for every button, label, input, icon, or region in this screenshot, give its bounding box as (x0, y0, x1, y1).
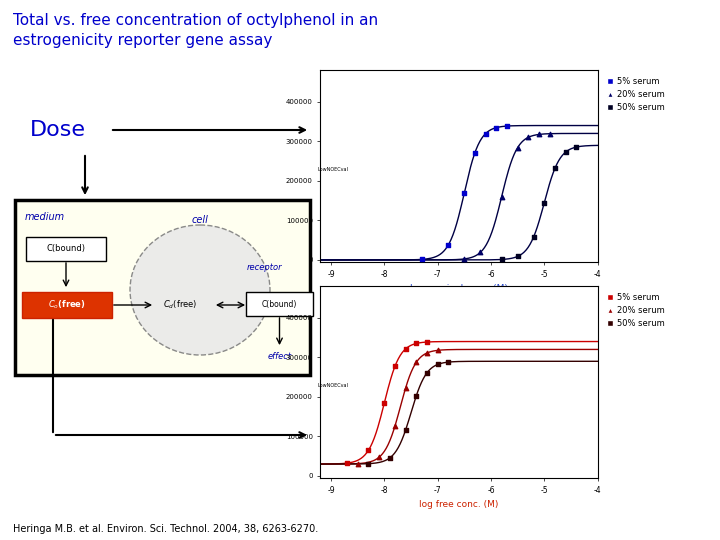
Point (400, 383, 411, 392)
Point (512, 252, 523, 261)
Point (363, 460, 374, 468)
Point (432, 360, 444, 369)
Point (490, 123, 502, 132)
Text: Dose: Dose (30, 120, 86, 140)
Point (443, 241, 454, 249)
Point (501, 122, 513, 130)
Point (432, 346, 444, 355)
Point (496, 255, 508, 264)
Point (474, 248, 486, 256)
Text: Nominal / total concentration: Nominal / total concentration (335, 98, 498, 108)
Text: $C_o$(free): $C_o$(free) (48, 299, 86, 311)
Point (379, 399, 390, 407)
Text: Free aqueous concentration: Free aqueous concentration (335, 300, 491, 310)
Point (480, 129, 492, 138)
Point (384, 454, 395, 462)
X-axis label: log nominal conc. (M): log nominal conc. (M) (410, 284, 508, 293)
Point (341, 459, 353, 468)
Point (496, 192, 508, 201)
Point (443, 358, 454, 367)
Point (544, 130, 555, 138)
Point (400, 426, 411, 434)
FancyBboxPatch shape (15, 200, 310, 375)
Text: effect: effect (267, 352, 292, 361)
Point (416, 255, 428, 264)
X-axis label: log free conc. (M): log free conc. (M) (419, 500, 499, 509)
Text: medium: medium (25, 212, 65, 222)
Text: $C_d$(free): $C_d$(free) (163, 299, 197, 311)
Point (421, 338, 433, 346)
FancyBboxPatch shape (26, 237, 106, 261)
Text: C(bound): C(bound) (262, 300, 297, 308)
Text: LowNOECval: LowNOECval (318, 166, 348, 172)
Point (534, 130, 545, 139)
Point (421, 349, 433, 357)
FancyBboxPatch shape (246, 292, 313, 316)
Point (390, 422, 401, 430)
Text: LowNOECval: LowNOECval (318, 382, 348, 388)
Text: Heringa M.B. et al. Environ. Sci. Technol. 2004, 38, 6263-6270.: Heringa M.B. et al. Environ. Sci. Techno… (13, 523, 318, 534)
Text: receptor: receptor (247, 264, 283, 273)
Point (549, 164, 561, 173)
Point (459, 188, 470, 197)
Point (352, 460, 364, 468)
Ellipse shape (130, 225, 270, 355)
Point (459, 254, 470, 263)
Point (570, 143, 582, 151)
Point (523, 133, 534, 141)
Legend: 5% serum, 20% serum, 50% serum: 5% serum, 20% serum, 50% serum (605, 291, 667, 330)
Point (528, 233, 539, 241)
Point (539, 198, 550, 207)
Point (421, 368, 433, 377)
Point (410, 392, 422, 400)
Point (363, 446, 374, 455)
Text: C(bound): C(bound) (47, 245, 86, 253)
Text: cell: cell (192, 215, 208, 225)
Point (410, 358, 422, 367)
Legend: 5% serum, 20% serum, 50% serum: 5% serum, 20% serum, 50% serum (605, 75, 667, 114)
Point (400, 345, 411, 353)
Point (390, 362, 401, 370)
Text: Total vs. free concentration of octylphenol in an
estrogenicity reporter gene as: Total vs. free concentration of octylphe… (13, 14, 378, 48)
FancyBboxPatch shape (22, 292, 112, 318)
Point (469, 148, 481, 157)
Point (373, 453, 384, 462)
Point (512, 143, 523, 152)
Point (410, 339, 422, 348)
Point (560, 148, 572, 157)
